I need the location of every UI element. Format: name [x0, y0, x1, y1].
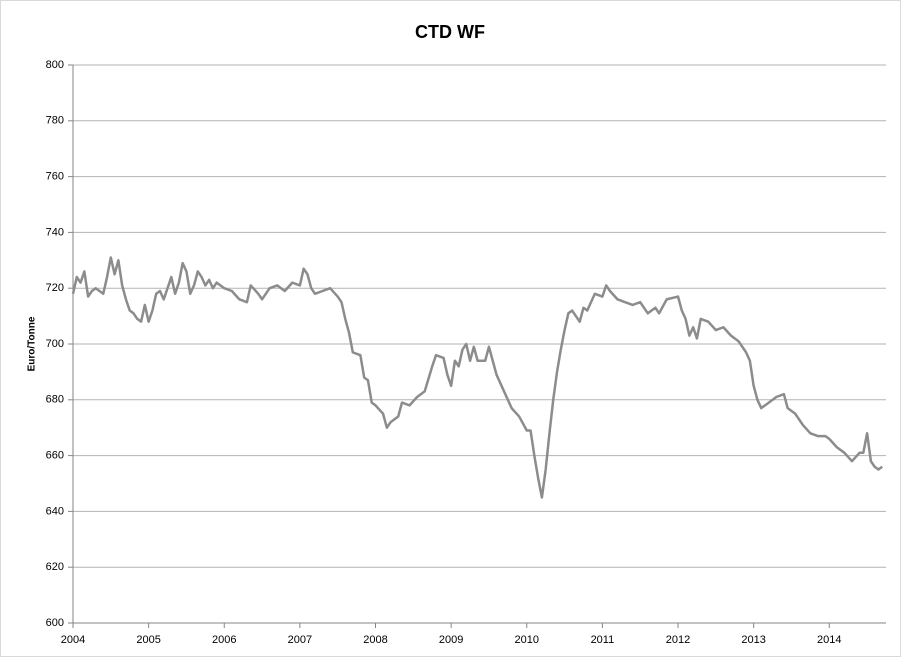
x-tick-label: 2009 [439, 634, 463, 646]
y-tick-label: 680 [46, 394, 64, 406]
x-tick-label: 2012 [666, 634, 690, 646]
series-line [71, 256, 883, 499]
x-tick-label: 2013 [741, 634, 765, 646]
y-tick-label: 740 [46, 226, 64, 238]
y-tick-label: 600 [46, 617, 64, 629]
y-tick-label: 780 [46, 115, 64, 127]
y-axis-label: Euro/Tonne [27, 316, 38, 371]
y-tick-label: 800 [46, 59, 64, 71]
x-tick-label: 2010 [515, 634, 539, 646]
x-tick-label: 2011 [591, 634, 615, 646]
x-tick-label: 2005 [136, 634, 160, 646]
x-tick-label: 2007 [288, 634, 312, 646]
x-tick-label: 2004 [61, 634, 85, 646]
x-tick-label: 2008 [363, 634, 387, 646]
x-tick-label: 2006 [212, 634, 236, 646]
y-tick-label: 640 [46, 505, 64, 517]
y-tick-label: 760 [46, 171, 64, 183]
x-tick-label: 2014 [817, 634, 841, 646]
y-tick-label: 720 [46, 282, 64, 294]
y-tick-label: 660 [46, 450, 64, 462]
y-tick-label: 700 [46, 338, 64, 350]
y-tick-label: 620 [46, 561, 64, 573]
chart-title: CTD WF [415, 22, 485, 42]
